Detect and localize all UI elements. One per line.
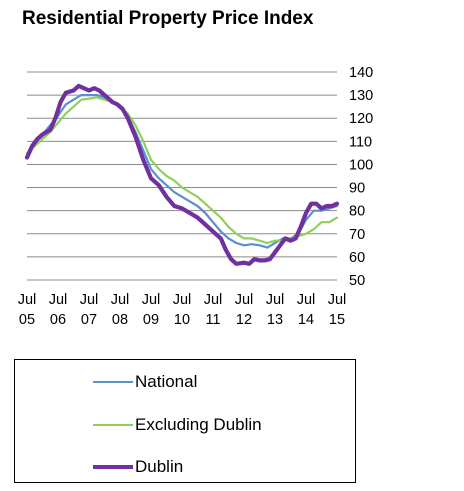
x-tick-label-06-month: Jul <box>49 292 68 308</box>
x-tick-label-10-year: 10 <box>174 312 190 328</box>
y-tick-label-110: 110 <box>349 134 372 150</box>
chart-title: Residential Property Price Index <box>22 8 314 29</box>
x-tick-label-09-month: Jul <box>142 292 161 308</box>
y-tick-label-120: 120 <box>349 111 373 127</box>
x-tick-label-14-month: Jul <box>297 292 316 308</box>
x-tick-label-05-year: 05 <box>19 312 35 328</box>
x-axis-ticks: Jul 05 Jul 06 Jul 07 Jul 08 Jul 09 Jul 10 Jul 11 Jul 12… <box>18 292 347 328</box>
y-tick-label-80: 80 <box>349 204 365 220</box>
x-tick-label-12-month: Jul <box>235 292 254 308</box>
x-tick-label-06-year: 06 <box>50 312 66 328</box>
x-tick-label-07-month: Jul <box>80 292 99 308</box>
x-tick-label-10-month: Jul <box>173 292 192 308</box>
x-tick-label-08-year: 08 <box>112 312 128 328</box>
gridlines <box>27 71 337 281</box>
legend-swatch-dublin <box>93 464 133 469</box>
y-tick-label-70: 70 <box>349 227 365 243</box>
y-tick-label-50: 50 <box>349 273 365 289</box>
x-tick-label-07-year: 07 <box>81 312 97 328</box>
x-tick-label-14-year: 14 <box>298 312 314 328</box>
y-tick-label-60: 60 <box>349 250 365 266</box>
legend: National Excluding Dublin Dublin <box>14 359 356 483</box>
series-line-dublin <box>24 83 340 266</box>
x-tick-label-11-year: 11 <box>205 312 220 328</box>
legend-swatch-excluding-dublin <box>93 423 133 426</box>
legend-label-national: National <box>135 372 198 391</box>
legend-label-dublin: Dublin <box>135 457 184 476</box>
x-tick-label-08-month: Jul <box>111 292 130 308</box>
x-tick-label-13-month: Jul <box>266 292 285 308</box>
series-lines <box>24 83 340 266</box>
y-axis-ticks: 50 60 70 80 90 100 110 120 130 140 <box>349 65 373 289</box>
legend-label-excluding-dublin: Excluding Dublin <box>135 415 262 434</box>
x-tick-label-13-year: 13 <box>267 312 283 328</box>
y-tick-label-90: 90 <box>349 181 365 197</box>
x-tick-label-09-year: 09 <box>143 312 159 328</box>
x-tick-label-11-month: Jul <box>204 292 223 308</box>
x-tick-label-05-month: Jul <box>18 292 37 308</box>
line-chart: 50 60 70 80 90 100 110 120 130 140 Jul 05 Jul 06 Jul 0… <box>18 65 373 328</box>
x-tick-label-15-year: 15 <box>329 312 345 328</box>
x-tick-label-15-month: Jul <box>328 292 347 308</box>
legend-swatch-national <box>93 380 133 383</box>
series-line-excluding-dublin <box>25 96 339 245</box>
y-tick-label-140: 140 <box>349 65 373 81</box>
y-tick-label-130: 130 <box>349 88 373 104</box>
y-tick-label-100: 100 <box>349 157 373 173</box>
x-tick-label-12-year: 12 <box>236 312 252 328</box>
